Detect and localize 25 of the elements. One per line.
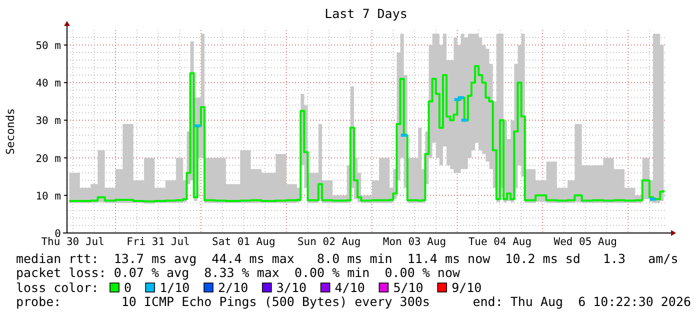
y-tick-label: 30 m (36, 115, 61, 128)
x-tick-label: Wed 05 Aug (554, 236, 617, 248)
chart-title: Last 7 Days (324, 6, 408, 21)
legend-label: 5/10 (393, 280, 424, 295)
legend-label: 9/10 (452, 280, 482, 295)
text: end: Thu Aug 6 10:22:30 2026 (472, 294, 691, 309)
legend-title: loss color: (16, 280, 99, 295)
text: packet loss: 0.07 % avg 8.33 % max 0.00 % min 0.00 % now (16, 265, 460, 280)
legend-label: 2/10 (218, 280, 248, 295)
legend-label: 4/10 (334, 280, 365, 295)
x-tick-label: Fri 31 Jul (126, 236, 190, 248)
y-tick-label: 50 m (36, 40, 61, 52)
x-tick-label: Mon 03 Aug (382, 236, 446, 248)
x-tick-label: Tue 04 Aug (468, 236, 532, 248)
text: probe: 10 ICMP Echo Pings (500 Bytes) every 300s (16, 294, 430, 309)
y-tick-label: 20 m (36, 152, 61, 165)
text: median rtt: 13.7 ms avg 44.4 ms max 8.0 ms min 11.4 ms now 10.2 ms sd 1.3 am/s (16, 251, 678, 266)
y-tick-label: 10 m (36, 190, 61, 202)
legend-label: 3/10 (276, 280, 307, 295)
legend-label: 1/10 (160, 280, 190, 295)
x-tick-label: Sat 01 Aug (212, 236, 276, 248)
y-axis-title: Seconds (4, 108, 17, 155)
y-tick-label: 40 m (36, 78, 61, 90)
x-tick-label: Sun 02 Aug (297, 236, 361, 248)
legend-label: 0 (124, 280, 132, 295)
